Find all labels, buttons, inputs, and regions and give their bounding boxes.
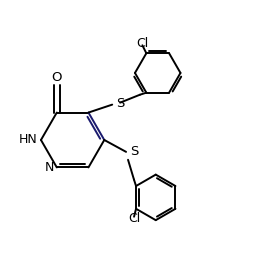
Text: S: S xyxy=(116,97,125,110)
Text: Cl: Cl xyxy=(128,212,140,225)
Text: N: N xyxy=(44,161,54,174)
Text: Cl: Cl xyxy=(136,37,149,50)
Text: O: O xyxy=(52,71,62,84)
Text: HN: HN xyxy=(19,134,38,147)
Text: S: S xyxy=(130,145,138,158)
